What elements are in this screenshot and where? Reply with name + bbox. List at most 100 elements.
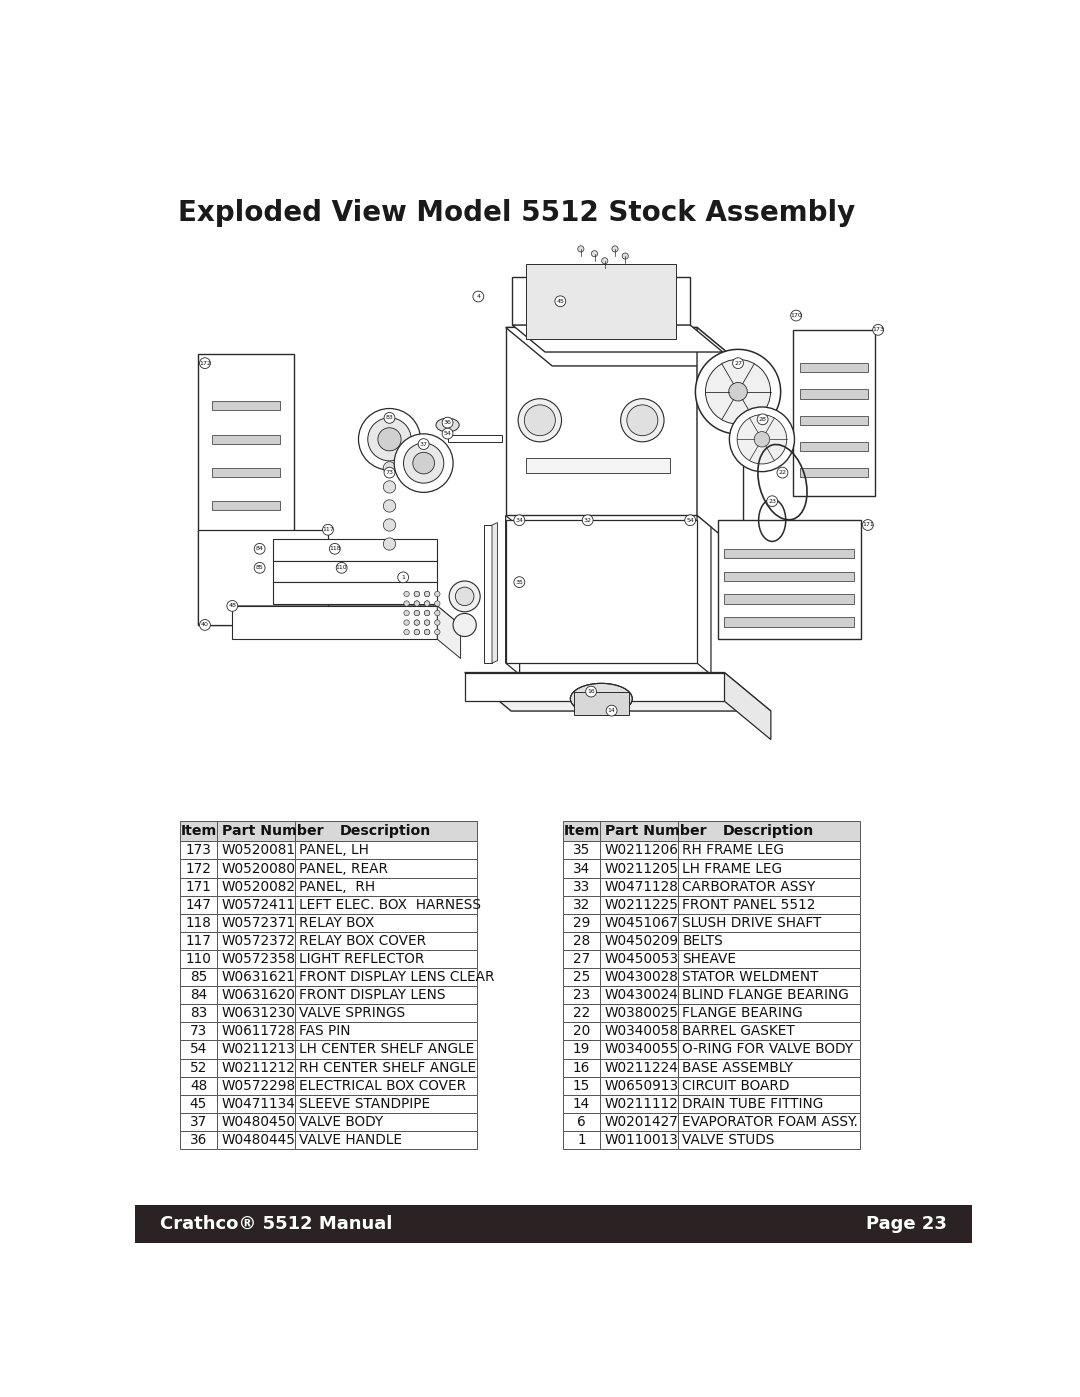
Text: W0520080: W0520080 [221,862,296,876]
Circle shape [555,296,566,307]
Bar [180,1113,217,1132]
Text: W0211206: W0211206 [605,844,678,858]
Text: PANEL,  RH: PANEL, RH [299,880,376,894]
Circle shape [414,620,419,626]
Bar [600,1077,677,1095]
Circle shape [404,591,409,597]
Circle shape [424,610,430,616]
Text: W0340055: W0340055 [605,1042,678,1056]
Text: W0471134: W0471134 [221,1097,296,1111]
Text: W0110013: W0110013 [605,1133,678,1147]
Polygon shape [799,441,868,451]
Circle shape [453,613,476,637]
Text: W0340058: W0340058 [605,1024,678,1038]
Polygon shape [725,617,854,627]
Polygon shape [484,525,492,664]
Circle shape [696,349,781,434]
Bar [217,1095,295,1113]
Text: 170: 170 [791,313,802,319]
Bar [677,1077,860,1095]
Polygon shape [464,672,771,711]
Text: 45: 45 [190,1097,207,1111]
Text: W0480445: W0480445 [221,1133,296,1147]
Text: STATOR WELDMENT: STATOR WELDMENT [683,970,819,983]
Bar [217,859,295,877]
Text: 16: 16 [588,689,595,694]
Text: 173: 173 [873,327,885,332]
Bar [526,458,670,472]
Bar [563,877,600,895]
Ellipse shape [570,683,632,714]
Bar [180,1004,217,1023]
Bar [295,950,476,968]
Circle shape [729,383,747,401]
Bar [563,841,600,859]
Polygon shape [513,278,690,326]
Bar [180,895,217,914]
Text: W0650913: W0650913 [605,1078,678,1092]
Bar [600,877,677,895]
Bar [600,932,677,950]
Circle shape [514,515,525,525]
Bar [563,1004,600,1023]
Polygon shape [513,326,723,352]
Circle shape [456,587,474,606]
Bar [563,950,600,968]
Bar [295,914,476,932]
Circle shape [414,591,419,597]
Text: 54: 54 [444,432,451,436]
Circle shape [414,620,419,626]
Circle shape [777,467,788,478]
Circle shape [442,429,453,439]
Text: W0631620: W0631620 [221,988,296,1002]
Circle shape [383,462,395,474]
Text: RH CENTER SHELF ANGLE: RH CENTER SHELF ANGLE [299,1060,476,1074]
Bar [563,932,600,950]
Text: W0201427: W0201427 [605,1115,678,1129]
Text: SLUSH DRIVE SHAFT: SLUSH DRIVE SHAFT [683,916,822,930]
Polygon shape [725,549,854,557]
Text: BARREL GASKET: BARREL GASKET [683,1024,795,1038]
Bar [677,968,860,986]
Circle shape [413,453,434,474]
Text: PANEL, LH: PANEL, LH [299,844,369,858]
Text: Part Number: Part Number [221,824,323,838]
Text: FAS PIN: FAS PIN [299,1024,351,1038]
Circle shape [383,500,395,513]
Text: 1: 1 [401,574,405,580]
Circle shape [383,518,395,531]
Polygon shape [464,672,725,701]
Text: Description: Description [340,824,431,838]
Text: 83: 83 [190,1006,207,1020]
Bar [295,932,476,950]
Bar [217,968,295,986]
Bar [217,1023,295,1041]
Bar [563,1023,600,1041]
Circle shape [404,443,444,483]
Text: W0572371: W0572371 [221,916,296,930]
Circle shape [442,418,453,427]
Text: 22: 22 [779,471,786,475]
Circle shape [200,619,211,630]
Text: RELAY BOX COVER: RELAY BOX COVER [299,935,427,949]
Circle shape [329,543,340,555]
Bar [600,841,677,859]
Bar [295,1023,476,1041]
Bar [563,986,600,1004]
Bar [600,1041,677,1059]
Bar [180,986,217,1004]
Text: SHEAVE: SHEAVE [683,951,737,965]
Circle shape [418,439,429,450]
Circle shape [424,610,430,616]
Bar [600,1095,677,1113]
Text: W0211225: W0211225 [605,898,678,912]
Circle shape [424,601,430,606]
Text: VALVE STUDS: VALVE STUDS [683,1133,774,1147]
Circle shape [585,686,596,697]
Bar [677,1095,860,1113]
Polygon shape [717,520,861,640]
Text: 84: 84 [190,988,207,1002]
Circle shape [424,601,430,606]
Circle shape [414,601,419,606]
Text: W0211213: W0211213 [221,1042,296,1056]
